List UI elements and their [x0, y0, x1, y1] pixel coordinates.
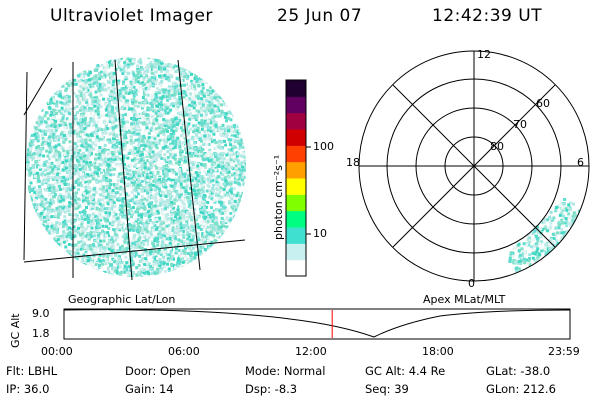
info-glon: GLon: 212.6: [486, 382, 556, 396]
colorbar-unit-label: photon cm⁻²s⁻¹: [272, 154, 285, 240]
info-seq: Seq: 39: [365, 382, 409, 396]
timeline-x-tick-2: 12:00: [295, 345, 327, 358]
timeline-x-tick-0: 00:00: [41, 345, 73, 358]
mlt-label-18: 18: [346, 156, 360, 169]
colorbar-segment: [286, 194, 306, 212]
geographic-caption: Geographic Lat/Lon: [68, 293, 176, 306]
timeline-x-tick-4: 23:59: [548, 345, 580, 358]
info-mode: Mode: Normal: [245, 364, 326, 378]
colorbar-segment: [286, 178, 306, 195]
colorbar-segment: [286, 259, 306, 277]
timeline-x-tick-3: 18:00: [422, 345, 454, 358]
colorbar: [285, 79, 311, 277]
colorbar-segment: [286, 161, 306, 179]
apex-caption: Apex MLat/MLT: [423, 293, 506, 306]
time-label: 12:42:39 UT: [432, 6, 543, 26]
geographic-image: [23, 57, 246, 281]
lat-label-70: 70: [513, 118, 527, 131]
colorbar-segment: [286, 227, 306, 244]
colorbar-tick-100: 100: [313, 140, 334, 153]
colorbar-segment: [286, 243, 306, 261]
colorbar-segment: [286, 80, 306, 97]
timeline-y-tick-top: 9.0: [32, 307, 50, 320]
colorbar-tick-10: 10: [313, 227, 327, 240]
lat-label-80: 80: [490, 140, 504, 153]
lat-label-60: 60: [536, 97, 550, 110]
instrument-title: Ultraviolet Imager: [50, 6, 213, 26]
info-glat: GLat: -38.0: [486, 364, 551, 378]
mlt-label-0: 0: [468, 277, 475, 290]
colorbar-segment: [286, 96, 306, 114]
colorbar-segment: [286, 112, 306, 130]
colorbar-segment: [286, 145, 306, 163]
info-gc-alt: GC Alt: 4.4 Re: [365, 364, 446, 378]
timeline-y-label: GC Alt: [9, 313, 22, 348]
info-flt: Flt: LBHL: [6, 364, 58, 378]
date-label: 25 Jun 07: [277, 6, 363, 26]
timeline-y-tick-bottom: 1.8: [32, 327, 50, 340]
info-dsp: Dsp: -8.3: [245, 382, 298, 396]
polar-plot: [358, 50, 590, 282]
timeline-plot: [63, 308, 571, 340]
info-gain: Gain: 14: [125, 382, 174, 396]
timeline-x-tick-1: 06:00: [168, 345, 200, 358]
colorbar-segment: [286, 210, 306, 228]
colorbar-segment: [286, 129, 306, 146]
mlt-label-6: 6: [577, 156, 584, 169]
info-ip: IP: 36.0: [6, 382, 50, 396]
mlt-label-12: 12: [477, 48, 491, 61]
info-door: Door: Open: [125, 364, 191, 378]
geographic-grid-lines: [23, 59, 246, 281]
